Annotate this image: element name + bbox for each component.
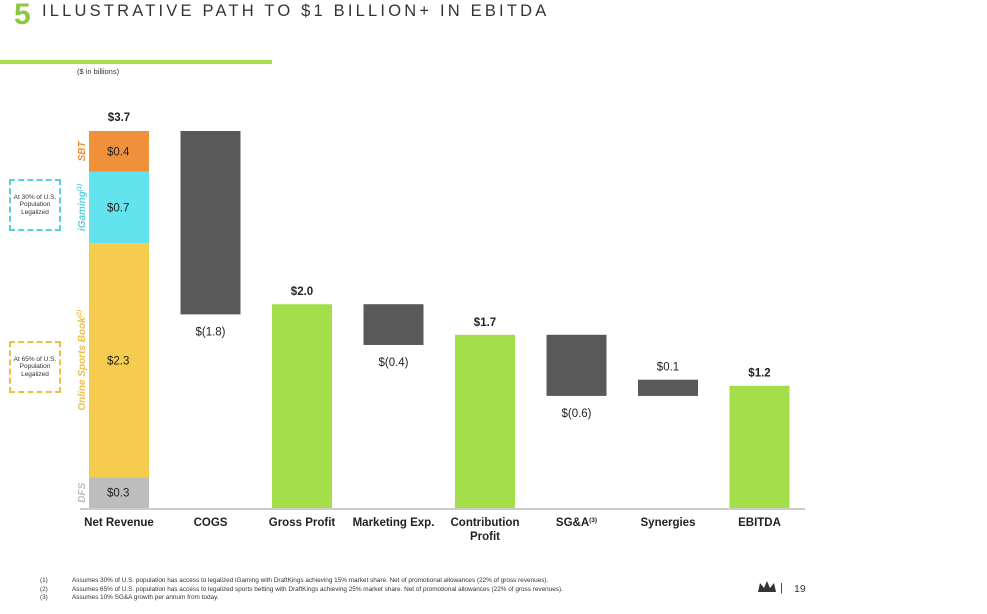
bar-contribution-profit (455, 334, 515, 508)
segment-value-label: $0.4 (107, 146, 130, 158)
footnote-number: (2) (40, 585, 48, 593)
bar-value-label: $(1.8) (195, 326, 225, 338)
igaming-assumption-box: At 30% of U.S. Population Legalized (9, 179, 61, 231)
bar-value-label: $(0.6) (561, 408, 591, 420)
segment-axis-label: SBT (77, 140, 88, 161)
net-revenue-segment-online-sports-book (89, 243, 149, 478)
category-label: EBITDA (738, 517, 781, 529)
bar-value-label: $1.7 (474, 317, 496, 329)
crown-icon (758, 581, 776, 592)
bar-sg-a (546, 334, 607, 396)
page-number: 19 (794, 583, 806, 595)
segment-axis-label: Online Sports Book(2) (77, 310, 88, 411)
waterfall-chart: $0.3 DFS $2.3 Online Sports Book(2) $0.7 iGam… (77, 112, 805, 543)
bar-synergies (638, 379, 698, 396)
category-label: Profit (470, 531, 500, 543)
category-label: Marketing Exp. (353, 517, 435, 529)
section-number: 5 (14, 0, 31, 31)
page-title: ILLUSTRATIVE PATH TO $1 BILLION+ IN EBIT… (42, 2, 550, 20)
footnote-text: Assumes 65% of U.S. population has acces… (72, 585, 563, 593)
bar-value-label: $2.0 (291, 286, 313, 298)
segment-axis-label: iGaming(1) (77, 184, 88, 231)
segment-value-label: $0.7 (107, 202, 129, 214)
category-label: Synergies (641, 517, 696, 529)
bar-cogs (180, 131, 241, 315)
title-divider (0, 60, 272, 64)
footnote-2: (2) Assumes 65% of U.S. population has ac… (40, 586, 563, 595)
bar-ebitda (729, 385, 790, 508)
bar-value-label: $1.2 (748, 368, 770, 380)
category-label: SG&A(3) (556, 517, 597, 529)
segment-value-label: $0.3 (107, 488, 129, 500)
footnote-1: (1) Assumes 30% of U.S. population has ac… (40, 577, 563, 586)
page-separator: | (780, 582, 783, 594)
net-revenue-segment-sbt (89, 131, 149, 172)
footnotes: (1) Assumes 30% of U.S. population has ac… (40, 577, 563, 603)
footnote-text: Assumes 30% of U.S. population has acces… (72, 577, 549, 584)
bar-gross-profit (272, 304, 332, 508)
footnote-text: Assumes 10% SG&A growth per annum from t… (72, 594, 219, 602)
bar-total-label: $3.7 (108, 112, 130, 124)
segment-axis-label: DFS (77, 482, 88, 502)
category-label: Contribution (451, 517, 520, 529)
footnote-number: (1) (40, 577, 48, 584)
category-label: Gross Profit (269, 517, 336, 529)
bar-value-label: $(0.4) (378, 357, 408, 369)
units-note: ($ in billions) (77, 67, 120, 76)
net-revenue-segment-igaming (89, 171, 149, 244)
category-label: COGS (194, 517, 228, 529)
bar-value-label: $0.1 (657, 362, 679, 374)
footnote-3: (3) Assumes 10% SG&A growth per annum fro… (40, 594, 563, 603)
net-revenue-segment-dfs (89, 477, 149, 508)
bar-marketing-exp- (363, 304, 424, 345)
segment-value-label: $2.3 (107, 355, 129, 367)
osb-assumption-box: At 65% of U.S. Population Legalized (9, 341, 61, 393)
category-label: Net Revenue (84, 517, 154, 529)
footnote-number: (3) (40, 594, 48, 602)
